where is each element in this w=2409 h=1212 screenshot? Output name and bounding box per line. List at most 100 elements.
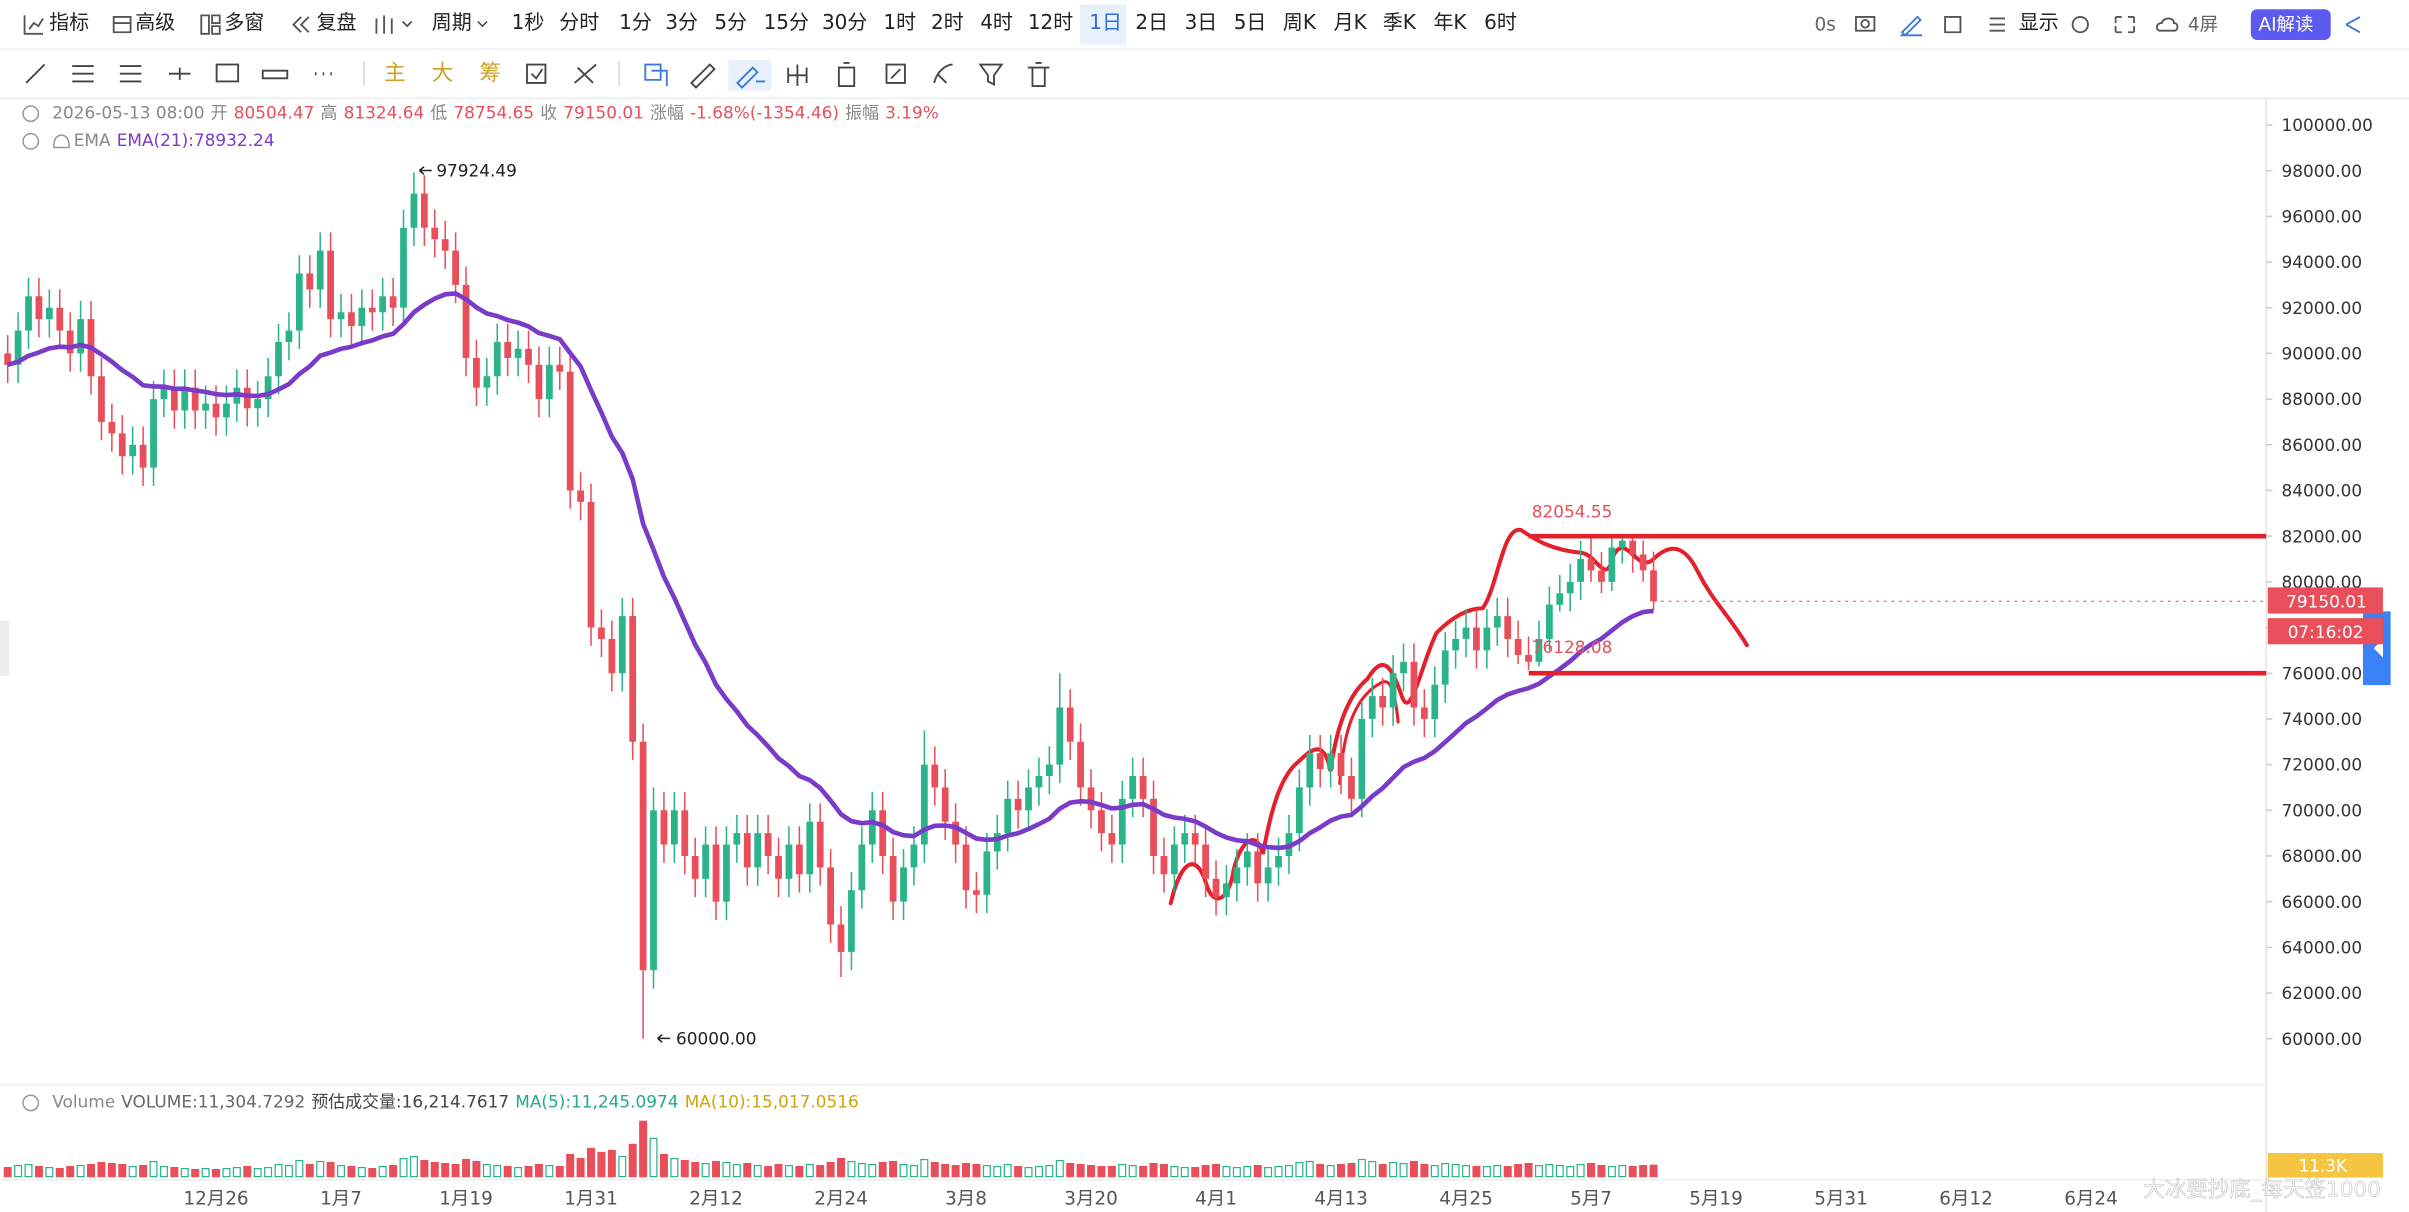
candle-body — [4, 353, 12, 365]
candle-body — [837, 924, 845, 952]
menu-item[interactable]: 指标 — [49, 12, 90, 36]
cloud-icon[interactable] — [2155, 17, 2179, 32]
toolbar-right-item[interactable]: 显示 — [2018, 12, 2059, 36]
volume-bar — [3, 1166, 12, 1178]
period-item[interactable]: 2时 — [931, 12, 964, 36]
indicator-shortcut[interactable]: 主 — [384, 61, 406, 87]
candle-body — [139, 444, 147, 468]
volume-bar — [1097, 1165, 1106, 1178]
candle-body — [587, 501, 595, 628]
watermark: 大冰要抄底_每天签1000 — [2143, 1178, 2380, 1203]
tool-icon[interactable] — [72, 65, 94, 83]
fullscreen-icon[interactable] — [2114, 15, 2135, 34]
tool-icon[interactable] — [690, 63, 716, 89]
period-item[interactable]: 年K — [1433, 12, 1467, 36]
candle-body — [1493, 616, 1501, 628]
x-tick-label: 3月20 — [1064, 1188, 1118, 1209]
ai-button-label[interactable]: AI解读 — [2258, 13, 2314, 36]
period-item[interactable]: 分时 — [559, 12, 600, 36]
tool-icon[interactable] — [644, 63, 668, 87]
menu-item[interactable]: 高级 — [135, 12, 176, 36]
box-icon[interactable] — [1944, 15, 1962, 34]
replay-icon[interactable] — [292, 16, 310, 33]
candle-body — [1077, 741, 1084, 788]
period-item[interactable]: 周K — [1282, 12, 1316, 36]
collapse-icon[interactable] — [22, 132, 40, 150]
info-date: 2026-05-13 08:00 — [52, 102, 205, 123]
candle-body — [1233, 867, 1241, 884]
period-item[interactable]: 1秒 — [511, 12, 545, 36]
volume-bar — [837, 1157, 846, 1178]
volume-bar — [732, 1163, 741, 1178]
tool-icon[interactable] — [787, 64, 808, 87]
indicator-shortcut[interactable]: 大 — [431, 61, 454, 87]
period-item[interactable]: 6时 — [1484, 12, 1517, 36]
candle-body — [1306, 753, 1314, 788]
collapse-icon[interactable] — [22, 105, 40, 123]
period-item[interactable]: 1分 — [619, 12, 652, 36]
tool-icon[interactable] — [169, 67, 191, 80]
volume-bar — [659, 1153, 668, 1178]
toolbar-right-item[interactable]: 4屏 — [2187, 13, 2219, 36]
chart-type-icon[interactable] — [375, 15, 413, 34]
volume-bar — [795, 1165, 804, 1178]
candle-body — [660, 810, 668, 845]
tool-icon[interactable] — [261, 69, 289, 80]
period-item[interactable]: 月K — [1333, 12, 1367, 36]
tool-icon[interactable] — [25, 63, 46, 84]
volume-bar — [243, 1165, 252, 1178]
ai-button[interactable] — [2250, 9, 2331, 40]
tool-icon[interactable] — [837, 62, 856, 87]
tool-icon[interactable] — [1027, 62, 1050, 87]
tool-icon[interactable] — [215, 63, 240, 83]
period-item[interactable]: 3分 — [665, 12, 698, 36]
volume-bar — [1139, 1165, 1148, 1178]
volume-axis-label: 11.3K — [2298, 1155, 2348, 1175]
menu-item[interactable]: 多窗 — [224, 12, 265, 36]
period-item[interactable]: 4时 — [980, 12, 1013, 36]
advanced-icon[interactable] — [112, 15, 132, 34]
volume-bar — [514, 1166, 523, 1178]
indicator-shortcut[interactable]: 筹 — [479, 61, 501, 87]
tool-icon[interactable] — [526, 63, 547, 84]
period-item[interactable]: 2日 — [1135, 12, 1169, 36]
period-item[interactable]: 1日 — [1089, 12, 1123, 36]
candle-body — [983, 851, 991, 895]
period-item[interactable]: 1时 — [883, 12, 917, 36]
volume-bar — [1274, 1165, 1283, 1178]
period-item[interactable]: 5分 — [714, 12, 748, 36]
period-item[interactable]: 3日 — [1184, 12, 1218, 36]
volume-bar — [587, 1147, 596, 1178]
period-item[interactable]: 12时 — [1027, 12, 1074, 36]
candle-body — [1243, 851, 1251, 868]
indicator-icon[interactable] — [23, 15, 44, 35]
period-item[interactable]: 季K — [1382, 12, 1416, 36]
period-item[interactable]: 5日 — [1233, 12, 1267, 36]
tool-icon[interactable] — [736, 66, 766, 89]
menu-item[interactable]: 周期 — [431, 12, 472, 36]
candle-body — [379, 296, 387, 313]
left-tab[interactable] — [0, 620, 10, 676]
period-item[interactable]: 15分 — [763, 12, 809, 36]
settings-icon[interactable] — [2071, 15, 2089, 34]
list-icon[interactable] — [1989, 17, 2006, 32]
volume-bar — [1524, 1162, 1533, 1178]
info-label: 低 — [430, 102, 448, 123]
volume-bar — [805, 1163, 814, 1178]
candle-body — [45, 307, 53, 320]
window-icon[interactable] — [200, 14, 221, 35]
toolbar-right-item[interactable]: 0s — [1814, 13, 1836, 36]
share-icon[interactable] — [2345, 16, 2361, 34]
tool-icon[interactable] — [885, 63, 906, 84]
volume-bar — [1128, 1164, 1137, 1178]
tool-icon[interactable] — [574, 63, 597, 84]
tool-icon[interactable] — [933, 63, 953, 84]
collapse-icon[interactable] — [22, 1094, 40, 1112]
menu-item[interactable]: 复盘 — [316, 12, 357, 36]
tool-icon[interactable] — [119, 65, 142, 83]
tool-icon[interactable] — [978, 63, 1004, 86]
period-item[interactable]: 30分 — [821, 12, 868, 36]
pen-icon[interactable] — [1900, 15, 1923, 37]
camera-icon[interactable] — [1855, 15, 1876, 32]
volume-bar — [1180, 1166, 1189, 1178]
